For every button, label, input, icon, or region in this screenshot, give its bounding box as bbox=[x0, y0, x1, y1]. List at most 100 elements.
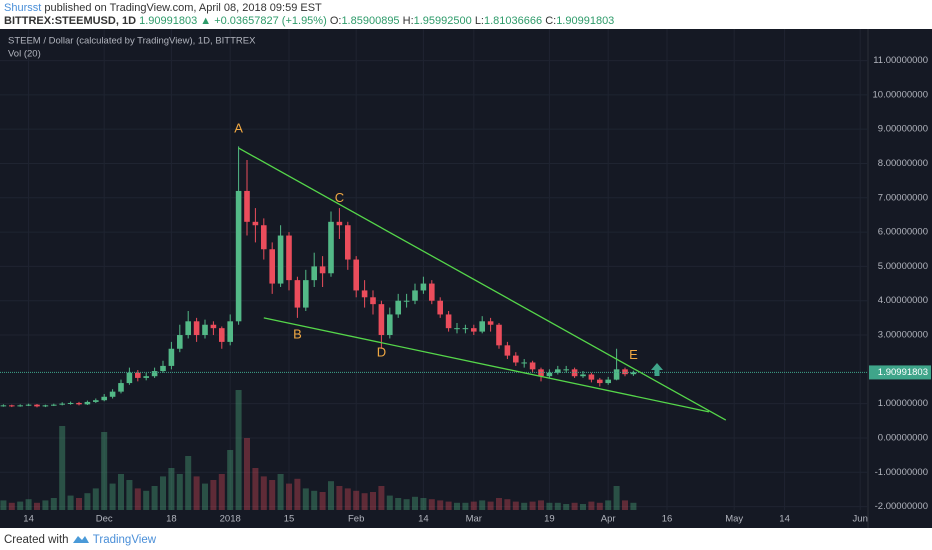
volume-bar bbox=[479, 500, 486, 510]
x-tick-label: Jun bbox=[853, 514, 868, 525]
volume-bar bbox=[109, 483, 116, 510]
candle-body bbox=[328, 221, 334, 274]
candle-body bbox=[118, 383, 124, 392]
volume-bar bbox=[34, 502, 40, 510]
candle-body bbox=[25, 404, 32, 406]
candle-body bbox=[378, 304, 385, 336]
candle-body bbox=[126, 372, 133, 384]
volume-bar bbox=[84, 493, 91, 510]
volume-bar bbox=[118, 474, 124, 510]
volume-bar bbox=[8, 502, 15, 510]
volume-bar bbox=[193, 476, 200, 510]
volume-bar bbox=[412, 496, 418, 510]
candle-body bbox=[269, 249, 275, 284]
candle-body bbox=[496, 324, 502, 346]
volume-bar bbox=[361, 493, 368, 510]
volume-bar bbox=[563, 504, 570, 510]
volume-bar bbox=[277, 474, 284, 510]
candle-body bbox=[294, 280, 301, 308]
candle-body bbox=[521, 362, 527, 364]
candle-body bbox=[336, 221, 343, 226]
volume-bar bbox=[25, 499, 32, 510]
author[interactable]: Shursst bbox=[4, 2, 42, 14]
volume-bar bbox=[269, 480, 276, 510]
volume-bar bbox=[529, 501, 536, 510]
chart: -2.00000000 -1.00000000 0.00000000 1.000000… bbox=[0, 29, 932, 528]
candle-body bbox=[51, 404, 57, 406]
volume-legend: Vol (20) bbox=[8, 49, 41, 60]
candle-body bbox=[403, 300, 410, 302]
candle-body bbox=[277, 235, 284, 284]
candle-body bbox=[580, 374, 586, 377]
candle-body bbox=[345, 225, 351, 260]
candle-body bbox=[412, 290, 418, 301]
wave-label: D bbox=[377, 344, 386, 359]
candle-body bbox=[59, 403, 65, 405]
symbol-line: BITTREX:STEEMUSD, 1D 1.90991803 ▲ +0.036… bbox=[4, 15, 614, 27]
volume-bar bbox=[92, 488, 99, 510]
candle-body bbox=[370, 297, 376, 305]
candle-body bbox=[303, 280, 309, 308]
candle-body bbox=[34, 404, 40, 407]
volume-bar bbox=[0, 500, 7, 510]
y-tick-label: 6.00000000 bbox=[878, 227, 928, 238]
volume-bar bbox=[160, 476, 166, 510]
candle-body bbox=[84, 401, 91, 405]
candle-body bbox=[462, 328, 469, 330]
volume-bar bbox=[403, 499, 410, 510]
volume-bar bbox=[294, 478, 301, 510]
low-value: 1.81036666 bbox=[484, 15, 543, 27]
chart-background bbox=[0, 29, 932, 528]
volume-bar bbox=[613, 486, 620, 510]
wave-label: E bbox=[629, 347, 638, 362]
wave-label: A bbox=[234, 121, 243, 136]
candle-body bbox=[387, 314, 393, 336]
symbol: BITTREX:STEEMUSD, 1D bbox=[4, 15, 137, 27]
volume-bar bbox=[252, 468, 259, 510]
candle-body bbox=[143, 376, 149, 378]
volume-bar bbox=[319, 492, 326, 510]
y-tick-label: 5.00000000 bbox=[878, 261, 928, 272]
x-tick-label: Mar bbox=[466, 514, 482, 525]
volume-bar bbox=[67, 495, 74, 510]
x-tick-label: 14 bbox=[418, 514, 429, 525]
candle-body bbox=[605, 379, 611, 384]
candle-body bbox=[361, 290, 368, 298]
volume-bar bbox=[126, 480, 133, 510]
volume-bar bbox=[17, 501, 24, 510]
x-tick-label: 14 bbox=[779, 514, 790, 525]
volume-bar bbox=[445, 501, 452, 510]
candle-body bbox=[235, 190, 242, 322]
volume-bar bbox=[218, 474, 225, 510]
brand[interactable]: TradingView bbox=[92, 534, 157, 546]
x-tick-label: 15 bbox=[284, 514, 295, 525]
volume-bar bbox=[151, 486, 158, 510]
volume-bar bbox=[42, 500, 49, 510]
candle-body bbox=[563, 369, 569, 371]
candle-body bbox=[210, 324, 217, 329]
volume-bar bbox=[244, 438, 250, 510]
x-tick-label: 18 bbox=[166, 514, 177, 525]
candle-body bbox=[252, 221, 259, 226]
candle-body bbox=[454, 328, 460, 330]
candle-body bbox=[42, 405, 49, 407]
y-tick-label: 8.00000000 bbox=[878, 158, 928, 169]
candle-body bbox=[597, 379, 603, 384]
volume-bar bbox=[370, 492, 376, 510]
candle-body bbox=[244, 190, 250, 222]
high-label: H: bbox=[402, 15, 414, 27]
volume-bar bbox=[605, 500, 612, 510]
x-tick-label: May bbox=[725, 514, 743, 525]
volume-bar bbox=[496, 498, 502, 510]
candle-body bbox=[395, 300, 401, 315]
candle-body bbox=[630, 372, 637, 375]
volume-bar bbox=[596, 502, 603, 510]
candle-body bbox=[546, 372, 553, 377]
open-value: 1.85900895 bbox=[341, 15, 400, 27]
volume-bar bbox=[504, 499, 511, 510]
candle-body bbox=[227, 321, 233, 342]
x-tick-label: Feb bbox=[348, 514, 364, 525]
chart-title: STEEM / Dollar (calculated by TradingVie… bbox=[8, 36, 256, 47]
candle-body bbox=[151, 371, 158, 377]
